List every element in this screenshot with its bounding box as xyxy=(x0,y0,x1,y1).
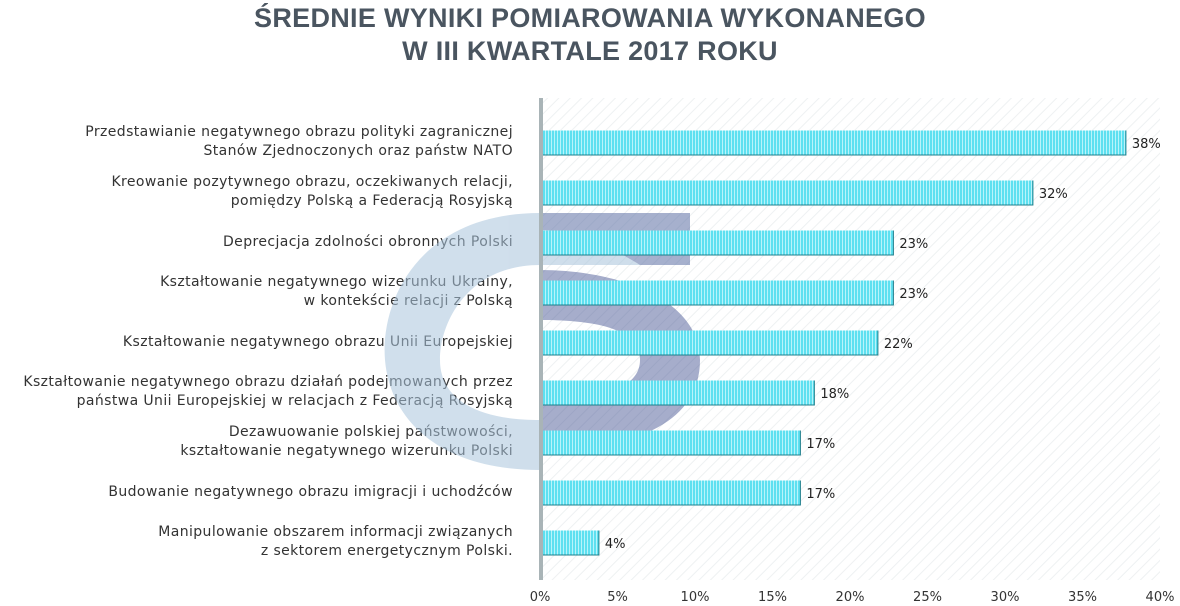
chart-title-line-2: W III KWARTALE 2017 ROKU xyxy=(402,36,778,66)
value-label-8: 17% xyxy=(806,487,835,502)
bar-3 xyxy=(540,230,894,256)
category-label-1: Przedstawianie negatywnego obrazu polity… xyxy=(85,123,513,161)
value-label-7: 17% xyxy=(806,437,835,452)
value-label-2: 32% xyxy=(1039,187,1068,202)
category-label-9: Manipulowanie obszarem informacji związa… xyxy=(158,523,513,561)
x-tick-label-4: 15% xyxy=(758,590,787,605)
x-tick-label-5: 20% xyxy=(836,590,865,605)
bar-1 xyxy=(540,130,1126,156)
x-tick-label-1: 0% xyxy=(530,590,551,605)
category-label-line: kształtowanie negatywnego wizerunku Pols… xyxy=(180,443,513,459)
category-label-line: Stanów Zjednoczonych oraz państw NATO xyxy=(203,143,513,159)
bar-4 xyxy=(540,280,894,306)
category-label-line: z sektorem energetycznym Polski. xyxy=(260,543,513,559)
category-label-line: Budowanie negatywnego obrazu imigracji i… xyxy=(108,483,513,500)
x-tick-label-7: 30% xyxy=(991,590,1020,605)
x-tick-label-6: 25% xyxy=(913,590,942,605)
x-tick-label-9: 40% xyxy=(1146,590,1175,605)
chart-title-line-1: ŚREDNIE WYNIKI POMIAROWANIA WYKONANEGO xyxy=(254,3,926,33)
bar-7 xyxy=(540,430,801,456)
bar-5 xyxy=(540,330,878,356)
value-label-9: 4% xyxy=(605,537,626,552)
bar-2 xyxy=(540,180,1033,206)
x-tick-label-2: 5% xyxy=(607,590,628,605)
value-label-3: 23% xyxy=(899,237,928,252)
category-label-line: Kreowanie pozytywnego obrazu, oczekiwany… xyxy=(111,174,513,190)
category-label-line: Manipulowanie obszarem informacji związa… xyxy=(158,524,513,540)
x-tick-label-3: 10% xyxy=(681,590,710,605)
category-label-line: pomiędzy Polską a Federacją Rosyjską xyxy=(230,193,513,209)
bar-6 xyxy=(540,380,815,406)
x-tick-label-8: 35% xyxy=(1068,590,1097,605)
category-label-2: Kreowanie pozytywnego obrazu, oczekiwany… xyxy=(111,173,513,211)
value-label-1: 38% xyxy=(1132,137,1161,152)
value-label-5: 22% xyxy=(884,337,913,352)
bar-8 xyxy=(540,480,801,506)
category-label-line: Przedstawianie negatywnego obrazu polity… xyxy=(85,124,513,140)
category-label-8: Budowanie negatywnego obrazu imigracji i… xyxy=(108,483,513,502)
bar-9 xyxy=(540,530,599,556)
value-label-4: 23% xyxy=(899,287,928,302)
value-label-6: 18% xyxy=(820,387,849,402)
chart-title: ŚREDNIE WYNIKI POMIAROWANIA WYKONANEGO W… xyxy=(0,2,1180,68)
